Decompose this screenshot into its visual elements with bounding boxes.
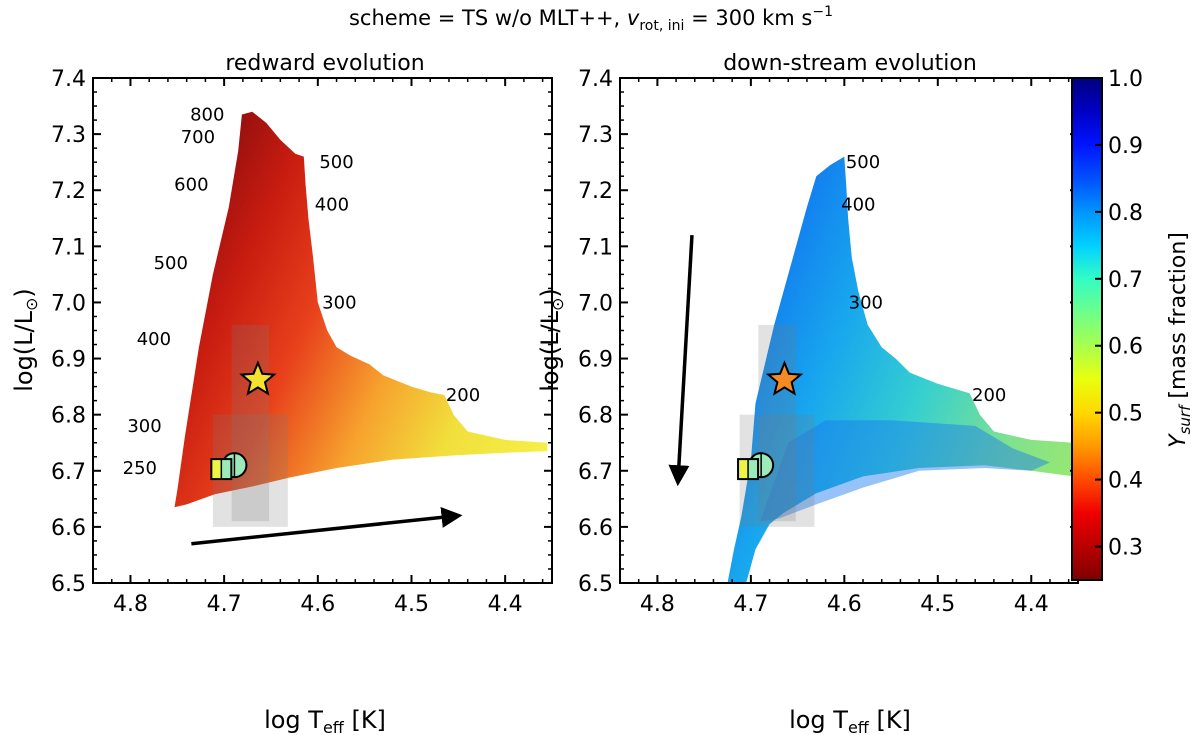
- velocity-label: 200: [972, 385, 1006, 406]
- y-tick-label: 6.9: [51, 348, 86, 373]
- error-box: [758, 324, 796, 522]
- velocity-label: 400: [315, 194, 349, 215]
- colorbar-tick-label: 0.5: [1108, 402, 1143, 427]
- x-tick-label: 4.4: [488, 592, 523, 617]
- y-tick-label: 6.7: [51, 460, 86, 485]
- velocity-label: 300: [322, 292, 356, 313]
- figure-suptitle: scheme = TS w/o MLT++, vrot, ini = 300 k…: [349, 4, 833, 34]
- velocity-label: 200: [446, 385, 480, 406]
- x-axis-label: log Teff [K]: [789, 706, 911, 735]
- star-marker: [765, 360, 804, 396]
- velocity-label: 400: [841, 194, 875, 215]
- square-marker: [737, 458, 760, 481]
- y-axis-label: log(L/L⊙): [536, 288, 567, 392]
- x-tick-label: 4.8: [640, 592, 675, 617]
- square-marker-right: [748, 459, 759, 480]
- evolution-arrow: [191, 506, 463, 546]
- square-marker-left: [738, 459, 749, 480]
- error-box: [231, 324, 270, 522]
- colorbar-tick-label: 0.3: [1108, 536, 1143, 561]
- colorbar-tick-label: 0.6: [1108, 335, 1143, 360]
- square-marker-left: [211, 459, 222, 480]
- y-tick-label: 6.6: [51, 516, 86, 541]
- colorbar-tick-label: 0.4: [1108, 469, 1143, 494]
- y-tick-label: 6.8: [51, 404, 86, 429]
- x-tick-label: 4.5: [394, 592, 429, 617]
- model-grid-inner-band: [760, 420, 1050, 522]
- y-tick-label: 6.8: [578, 404, 613, 429]
- y-tick-label: 7.2: [51, 179, 86, 204]
- y-tick-label: 6.5: [51, 572, 86, 597]
- y-tick-label: 7.1: [51, 235, 86, 260]
- x-tick-label: 4.4: [1014, 592, 1049, 617]
- velocity-label: 700: [181, 127, 215, 148]
- x-tick-label: 4.8: [113, 592, 148, 617]
- velocity-label: 400: [137, 329, 171, 350]
- model-grid-region: [174, 111, 548, 508]
- plot-area: 500 400 300 200 6.5 6.6 6.7 6.8 6.9 7.0 7.1 7.2 7.3 7…: [578, 67, 1079, 617]
- x-axis-label: log Teff [K]: [264, 706, 386, 735]
- y-tick-label: 6.5: [578, 572, 613, 597]
- x-tick-label: 4.6: [300, 592, 335, 617]
- star-marker: [239, 360, 277, 396]
- velocity-label: 500: [154, 253, 188, 274]
- velocity-label: 500: [846, 152, 880, 173]
- velocity-label: 800: [190, 104, 224, 125]
- x-tick-label: 4.7: [207, 592, 242, 617]
- y-tick-label: 7.3: [51, 123, 86, 148]
- y-tick-label: 7.0: [51, 291, 86, 316]
- y-tick-label: 7.1: [578, 235, 613, 260]
- y-tick-label: 7.4: [578, 67, 613, 92]
- velocity-label: 600: [174, 175, 208, 196]
- panel-downstream: down-stream evolution 500 400 300 200 6.5 6.6…: [536, 51, 1079, 735]
- panel-title: redward evolution: [225, 51, 424, 76]
- y-axis-label: log(L/L⊙): [10, 288, 41, 392]
- panel-title: down-stream evolution: [723, 51, 977, 76]
- y-tick-label: 7.3: [578, 123, 613, 148]
- colorbar: Ysurf [mass fraction] 0.3 0.4 0.5 0.6 0.7 0.8…: [1071, 67, 1194, 581]
- colorbar-tick-label: 0.8: [1108, 201, 1143, 226]
- velocity-label: 300: [127, 416, 161, 437]
- colorbar-bar: [1071, 77, 1103, 581]
- x-tick-label: 4.6: [827, 592, 862, 617]
- y-tick-label: 6.6: [578, 516, 613, 541]
- colorbar-tick-label: 0.7: [1108, 268, 1143, 293]
- y-tick-label: 7.2: [578, 179, 613, 204]
- colorbar-label: Ysurf [mass fraction]: [1166, 232, 1194, 448]
- y-tick-label: 6.7: [578, 460, 613, 485]
- plot-clip-group: [727, 156, 1074, 583]
- velocity-label: 250: [123, 458, 157, 479]
- colorbar-tick-label: 1.0: [1108, 67, 1143, 92]
- square-marker-right: [221, 459, 232, 480]
- y-tick-label: 7.0: [578, 291, 613, 316]
- evolution-arrow: [668, 235, 694, 487]
- colorbar-tick-label: 0.9: [1108, 134, 1143, 159]
- x-tick-label: 4.7: [733, 592, 768, 617]
- y-tick-label: 7.4: [51, 67, 86, 92]
- x-tick-label: 4.5: [920, 592, 955, 617]
- square-marker: [210, 458, 233, 481]
- y-tick-label: 6.9: [578, 348, 613, 373]
- model-grid-region: [727, 156, 1074, 583]
- velocity-label: 300: [849, 292, 883, 313]
- velocity-label: 500: [319, 152, 353, 173]
